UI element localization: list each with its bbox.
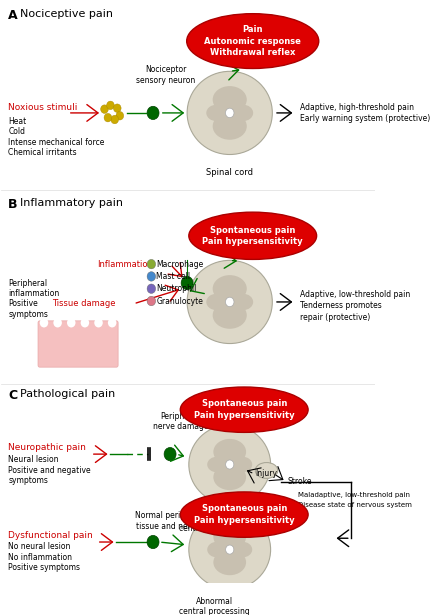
Text: repair (protective): repair (protective): [300, 312, 370, 322]
Text: Normal peripheral
tissue and nerves: Normal peripheral tissue and nerves: [135, 511, 205, 531]
Ellipse shape: [189, 425, 271, 504]
Ellipse shape: [232, 293, 253, 310]
Circle shape: [226, 108, 234, 117]
Text: Granulocyte: Granulocyte: [156, 296, 203, 306]
Text: Adaptive, high-threshold pain: Adaptive, high-threshold pain: [300, 103, 413, 112]
Text: Cold: Cold: [8, 127, 25, 137]
Text: Macrophage: Macrophage: [156, 260, 204, 269]
Ellipse shape: [206, 105, 228, 121]
Circle shape: [116, 111, 124, 120]
Ellipse shape: [207, 542, 228, 558]
Text: Spontaneous pain
Pain hypersensitivity: Spontaneous pain Pain hypersensitivity: [194, 504, 294, 525]
Text: Inflammatory pain: Inflammatory pain: [20, 198, 123, 208]
Circle shape: [226, 297, 234, 307]
Text: C: C: [8, 389, 18, 402]
Text: A: A: [8, 9, 18, 22]
Ellipse shape: [213, 302, 247, 329]
Ellipse shape: [213, 439, 246, 465]
Circle shape: [108, 318, 117, 327]
Circle shape: [147, 272, 155, 281]
Circle shape: [147, 296, 155, 306]
Ellipse shape: [207, 456, 228, 472]
Text: Spontaneous pain
Pain hypersensitivity: Spontaneous pain Pain hypersensitivity: [202, 226, 303, 246]
Text: Nociceptor
sensory neuron: Nociceptor sensory neuron: [136, 65, 195, 85]
Ellipse shape: [189, 212, 317, 260]
Circle shape: [104, 113, 112, 122]
Ellipse shape: [213, 113, 247, 140]
Circle shape: [111, 115, 119, 124]
Ellipse shape: [187, 260, 272, 344]
Text: inflammation: inflammation: [8, 289, 60, 298]
Circle shape: [40, 318, 48, 327]
Ellipse shape: [213, 524, 246, 550]
Ellipse shape: [187, 14, 319, 68]
Text: Pain
Autonomic response
Withdrawal reflex: Pain Autonomic response Withdrawal refle…: [204, 25, 301, 57]
Text: Neuropathic pain: Neuropathic pain: [8, 443, 86, 452]
Ellipse shape: [232, 105, 253, 121]
Circle shape: [113, 104, 121, 113]
Text: Maladaptive, low-threshold pain: Maladaptive, low-threshold pain: [298, 492, 410, 498]
Circle shape: [94, 318, 103, 327]
Text: Noxious stimuli: Noxious stimuli: [8, 103, 78, 112]
Ellipse shape: [232, 456, 252, 472]
Circle shape: [147, 536, 159, 549]
Text: Neutrophil: Neutrophil: [156, 284, 197, 293]
Circle shape: [226, 460, 234, 469]
Ellipse shape: [189, 510, 271, 589]
Text: Adaptive, low-threshold pain: Adaptive, low-threshold pain: [300, 290, 410, 299]
Ellipse shape: [213, 464, 246, 490]
Text: Dysfunctional pain: Dysfunctional pain: [8, 531, 93, 540]
Circle shape: [147, 284, 155, 293]
Text: Neural lesion: Neural lesion: [8, 455, 59, 464]
Text: Heat: Heat: [8, 117, 26, 126]
Text: No neural lesion: No neural lesion: [8, 542, 71, 551]
Ellipse shape: [206, 293, 228, 310]
Text: Tenderness promotes: Tenderness promotes: [300, 301, 381, 310]
Text: Pathological pain: Pathological pain: [20, 389, 115, 399]
Text: Mast cell: Mast cell: [156, 272, 191, 281]
Circle shape: [106, 101, 114, 109]
Text: Disease state of nervous system: Disease state of nervous system: [298, 502, 412, 508]
Text: symptoms: symptoms: [8, 476, 48, 485]
Ellipse shape: [180, 492, 308, 538]
Text: Nociceptive pain: Nociceptive pain: [20, 9, 113, 19]
Text: Tissue damage: Tissue damage: [53, 300, 116, 308]
Ellipse shape: [187, 71, 272, 154]
Text: Positive and negative: Positive and negative: [8, 466, 91, 475]
Text: Peripheral: Peripheral: [8, 279, 47, 288]
Text: Positive symptoms: Positive symptoms: [8, 563, 80, 572]
Text: No inflammation: No inflammation: [8, 553, 72, 561]
Circle shape: [226, 545, 234, 554]
Ellipse shape: [213, 86, 247, 113]
Text: Spinal cord: Spinal cord: [206, 168, 253, 177]
Text: Positive: Positive: [8, 300, 38, 308]
Circle shape: [81, 318, 89, 327]
Text: Inflammation: Inflammation: [97, 260, 153, 269]
Text: Abnormal
central processing: Abnormal central processing: [179, 514, 250, 533]
Ellipse shape: [213, 275, 247, 302]
Text: Abnormal
central processing: Abnormal central processing: [179, 597, 250, 615]
Text: Early warning system (protective): Early warning system (protective): [300, 114, 430, 123]
Circle shape: [147, 260, 155, 269]
Ellipse shape: [180, 387, 308, 432]
Text: Peripheral
nerve damage: Peripheral nerve damage: [152, 412, 208, 432]
Text: symptoms: symptoms: [8, 310, 48, 319]
Circle shape: [53, 318, 62, 327]
Circle shape: [67, 318, 75, 327]
Circle shape: [164, 448, 176, 461]
Ellipse shape: [255, 462, 278, 478]
Circle shape: [147, 106, 159, 119]
Text: Chemical irritants: Chemical irritants: [8, 148, 77, 157]
Text: Intense mechanical force: Intense mechanical force: [8, 138, 105, 147]
Text: Spontaneous pain
Pain hypersensitivity: Spontaneous pain Pain hypersensitivity: [194, 400, 294, 420]
Text: Stroke: Stroke: [288, 477, 312, 486]
Ellipse shape: [232, 542, 252, 558]
FancyBboxPatch shape: [38, 321, 118, 367]
Ellipse shape: [213, 549, 246, 575]
Text: B: B: [8, 198, 18, 211]
Circle shape: [181, 276, 193, 290]
Circle shape: [101, 105, 108, 113]
Text: Injury: Injury: [255, 469, 277, 478]
